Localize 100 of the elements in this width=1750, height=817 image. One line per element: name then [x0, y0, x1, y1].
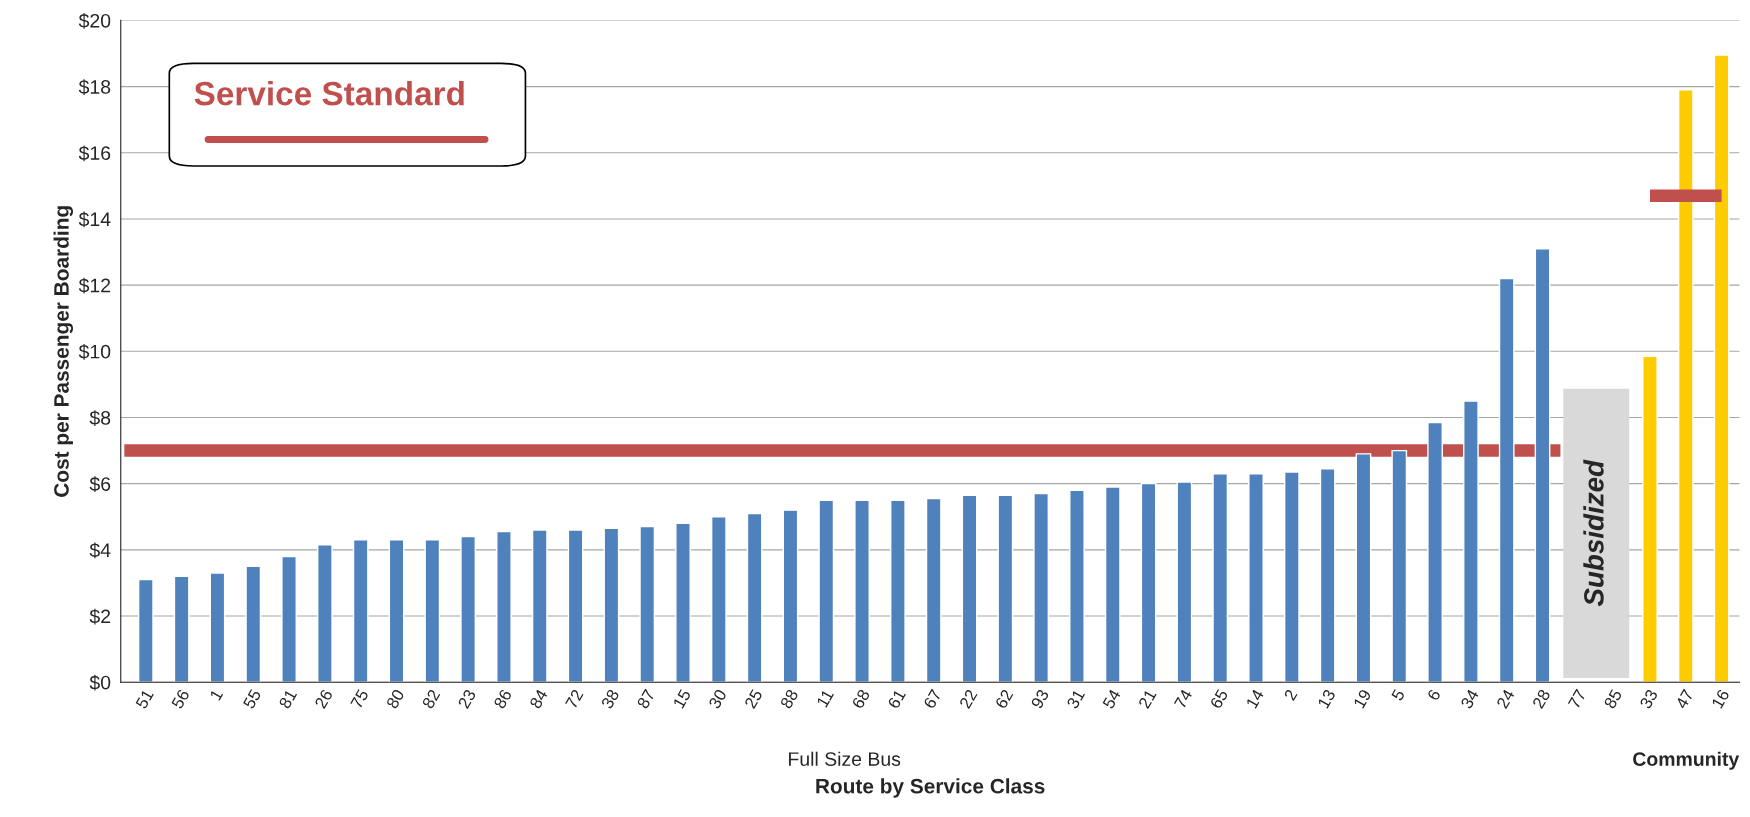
- bar: [1176, 481, 1193, 683]
- x-tick-label: 84: [529, 688, 549, 710]
- x-tick-label: 31: [1066, 688, 1086, 710]
- x-tick-label: 28: [1531, 688, 1551, 710]
- bar: [818, 499, 835, 683]
- x-tick-label: 87: [636, 688, 656, 710]
- ref-line-label: Service Standard: [194, 80, 464, 106]
- x-tick-label: 61: [887, 688, 906, 710]
- bar: [1677, 89, 1694, 683]
- bar: [603, 527, 620, 683]
- x-tick-label: 15: [672, 688, 692, 709]
- x-tick-label: 81: [278, 688, 298, 710]
- bar: [890, 499, 906, 683]
- y-tick-label: $10: [78, 343, 111, 360]
- x-tick-label: 75: [350, 688, 369, 710]
- bar: [1642, 355, 1658, 683]
- bar: [1713, 54, 1730, 683]
- x-tick-label: 80: [385, 688, 405, 710]
- y-tick-label: $14: [78, 211, 111, 228]
- bar: [1248, 473, 1264, 683]
- bar: [317, 544, 333, 683]
- y-tick-label: $12: [78, 277, 111, 294]
- y-tick-label: $6: [89, 476, 111, 493]
- bar: [925, 497, 942, 683]
- y-tick-label: $8: [89, 410, 111, 426]
- x-tick-label: 24: [1496, 688, 1515, 710]
- x-tick-label: 85: [1603, 688, 1623, 710]
- bar: [173, 575, 190, 683]
- bar: [710, 516, 727, 683]
- x-tick-label: 65: [1209, 688, 1229, 710]
- x-tick-label: 26: [314, 688, 334, 710]
- x-tick-label: 93: [1030, 688, 1050, 710]
- bar: [1104, 486, 1121, 683]
- bar: [1463, 400, 1479, 683]
- y-tick-label: $20: [78, 13, 111, 29]
- x-tick-label: 22: [958, 688, 978, 710]
- x-tick-label: 23: [457, 688, 477, 710]
- bar: [1427, 421, 1443, 683]
- bar: [782, 509, 799, 683]
- bar: [531, 529, 548, 683]
- bar: [854, 499, 870, 683]
- y-axis-title: Cost per Passenger Boarding: [53, 206, 74, 497]
- bar: [281, 555, 297, 683]
- bar: [1212, 473, 1229, 683]
- bar: [1391, 449, 1408, 683]
- x-tick-label: 51: [135, 688, 154, 710]
- bar: [496, 530, 512, 683]
- x-tick-label: 19: [1353, 688, 1372, 709]
- bar: [388, 539, 405, 683]
- bar: [245, 565, 262, 683]
- x-tick-label: 54: [1102, 688, 1122, 710]
- x-tick-label: 72: [565, 688, 584, 710]
- bar: [1355, 453, 1372, 683]
- x-tick-label: 13: [1317, 688, 1336, 709]
- bar: [1140, 482, 1157, 683]
- text: Community: [1633, 751, 1740, 770]
- x-tick-label: 33: [1639, 688, 1659, 710]
- x-tick-label: 14: [1245, 688, 1265, 709]
- x-tick-label: 68: [851, 688, 871, 710]
- bar: [675, 522, 691, 683]
- bar: [1534, 248, 1551, 683]
- x-tick-label: 25: [744, 688, 763, 710]
- x-tick-label: 82: [421, 688, 441, 710]
- bar: [746, 512, 763, 683]
- bar: [567, 529, 584, 683]
- bar: [1033, 492, 1050, 683]
- y-tick-label: $2: [89, 608, 111, 625]
- x-tick-label: 6: [1426, 688, 1441, 702]
- x-tick-label: 88: [779, 688, 799, 710]
- x-tick-label: 1: [209, 688, 224, 701]
- x-tick-label: 74: [1173, 688, 1193, 710]
- x-tick-label: 16: [1711, 688, 1730, 709]
- x-tick-label: 56: [170, 688, 190, 710]
- x-tick-label: 21: [1138, 688, 1157, 710]
- x-tick-label: 47: [1675, 688, 1694, 710]
- bar: [961, 494, 978, 683]
- y-tick-label: $18: [78, 79, 111, 95]
- bar: [352, 539, 369, 683]
- x-tick-label: 62: [994, 688, 1014, 710]
- bar: [1069, 489, 1085, 683]
- bar: [424, 539, 441, 683]
- x-tick-label: 55: [242, 688, 262, 710]
- annotation: Subsidized: [1583, 459, 1604, 607]
- bar: [639, 525, 656, 683]
- x-tick-label: 86: [493, 688, 513, 710]
- bar: [1319, 468, 1336, 683]
- bar: [1283, 471, 1300, 683]
- x-axis-title: Route by Service Class: [816, 778, 1045, 798]
- x-tick-label: 2: [1283, 688, 1298, 702]
- y-tick-label: $4: [89, 542, 111, 559]
- bar: [997, 494, 1014, 683]
- bar: [460, 535, 476, 683]
- x-tick-label: 38: [600, 688, 620, 710]
- x-tick-label: 77: [1567, 688, 1587, 710]
- x-tick-label: 30: [708, 688, 728, 710]
- y-tick-label: $0: [89, 674, 111, 691]
- bar: [137, 578, 154, 683]
- y-tick-label: $16: [78, 145, 111, 162]
- x-tick-label: 34: [1460, 688, 1480, 710]
- text: Full Size Bus: [789, 751, 901, 766]
